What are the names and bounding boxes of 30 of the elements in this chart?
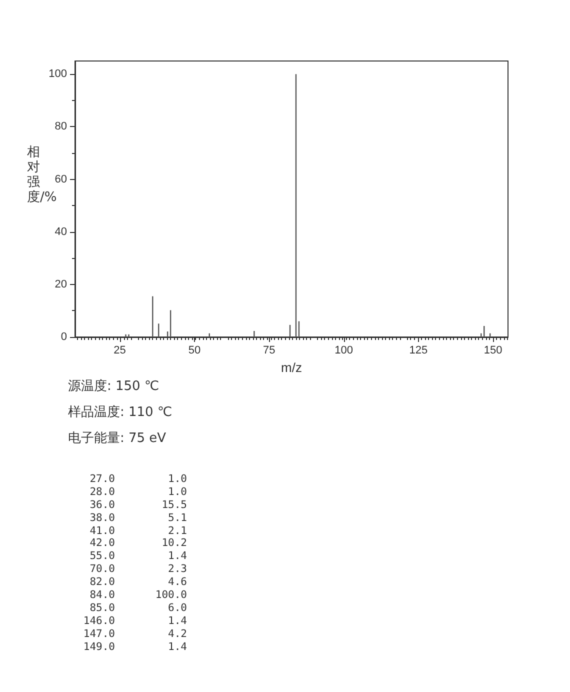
text: 36.0 15.5 — [90, 498, 187, 511]
text: 146.0 1.4 — [83, 614, 187, 627]
x-tick-label: 75 — [262, 344, 276, 356]
x-axis-title: m/z — [281, 360, 302, 375]
text: 源温度: 150 ℃ — [68, 378, 160, 396]
y-tick-label: 0 — [60, 331, 67, 343]
text: 27.0 1.0 — [90, 473, 187, 485]
x-tick-label: 125 — [409, 344, 428, 356]
text: 82.0 4.6 — [90, 576, 187, 588]
text: 41.0 2.1 — [90, 524, 187, 537]
text: 70.0 2.3 — [90, 563, 187, 576]
text: 38.0 5.1 — [90, 512, 187, 524]
text: 55.0 1.4 — [90, 550, 187, 562]
text: 84.0 100.0 — [90, 589, 187, 602]
x-tick-label: 25 — [114, 344, 126, 356]
y-tick-label: 100 — [48, 68, 67, 80]
text: 85.0 6.0 — [90, 602, 187, 614]
x-tick-label: 50 — [188, 344, 201, 356]
y-tick-label: 80 — [54, 120, 67, 133]
y-tick-label: 40 — [54, 226, 67, 238]
x-tick-label: 100 — [334, 344, 353, 356]
x-tick-label: 150 — [484, 344, 502, 356]
text: 147.0 4.2 — [83, 628, 187, 640]
text: 样品温度: 110 ℃ — [68, 404, 172, 422]
text: 电子能量: 75 eV — [68, 430, 168, 448]
text: 28.0 1.0 — [90, 486, 187, 498]
y-tick-label: 20 — [54, 278, 67, 290]
text: 42.0 10.2 — [90, 537, 187, 550]
y-tick-label: 60 — [54, 173, 67, 186]
text: 149.0 1.4 — [83, 640, 187, 653]
